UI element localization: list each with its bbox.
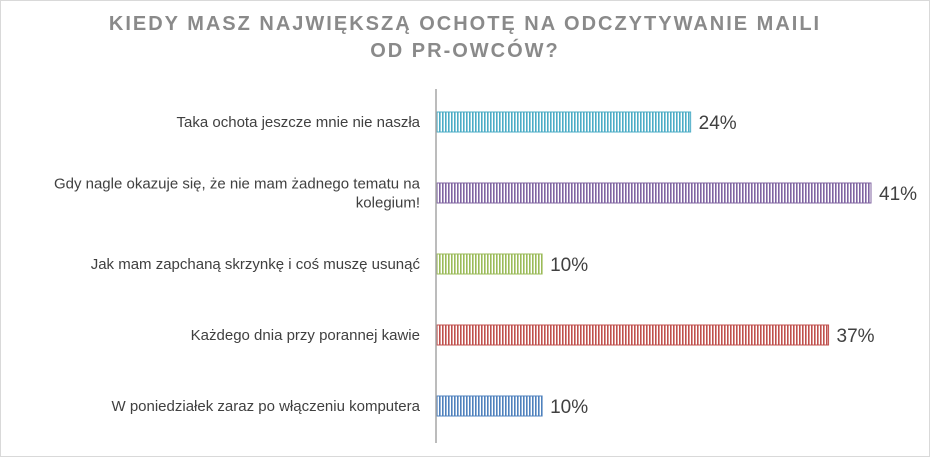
data-label-1: 24% — [699, 113, 737, 134]
category-label-1: Taka ochota jeszcze mnie nie naszła — [177, 114, 421, 131]
category-label-2: Gdy nagle okazuje się, że nie mam żadneg… — [54, 176, 421, 212]
category-label-2-line-2: kolegium! — [356, 195, 420, 212]
data-label-3: 10% — [550, 255, 588, 276]
bar-3 — [435, 253, 543, 275]
category-label-2-line-1: Gdy nagle okazuje się, że nie mam żadneg… — [54, 176, 421, 193]
category-label-4: Każdego dnia przy porannej kawie — [191, 327, 420, 344]
chart-title-line-1: KIEDY MASZ NAJWIĘKSZĄ OCHOTĘ NA ODCZYTYW… — [108, 13, 822, 35]
chart-title: KIEDY MASZ NAJWIĘKSZĄ OCHOTĘ NA ODCZYTYW… — [1, 11, 929, 65]
data-label-2: 41% — [879, 184, 917, 205]
category-label-1-line-1: Taka ochota jeszcze mnie nie naszła — [177, 114, 421, 131]
bar-5 — [435, 395, 543, 417]
category-label-3: Jak mam zapchaną skrzynkę i coś muszę us… — [91, 256, 421, 273]
category-label-4-line-1: Każdego dnia przy porannej kawie — [191, 327, 420, 344]
category-label-5: W poniedziałek zaraz po włączeniu komput… — [112, 398, 421, 415]
bar-4 — [435, 324, 830, 346]
data-label-4: 37% — [837, 326, 875, 347]
bar-2 — [435, 182, 872, 204]
chart-title-line-2: OD PR-OWCÓW? — [370, 40, 560, 62]
bars-group: 24% Taka ochota jeszcze mnie nie naszła 41… — [54, 111, 917, 418]
category-label-5-line-1: W poniedziałek zaraz po włączeniu komput… — [112, 398, 421, 415]
data-label-5: 10% — [550, 397, 588, 418]
bar-1 — [435, 111, 692, 133]
category-label-3-line-1: Jak mam zapchaną skrzynkę i coś muszę us… — [91, 256, 421, 273]
